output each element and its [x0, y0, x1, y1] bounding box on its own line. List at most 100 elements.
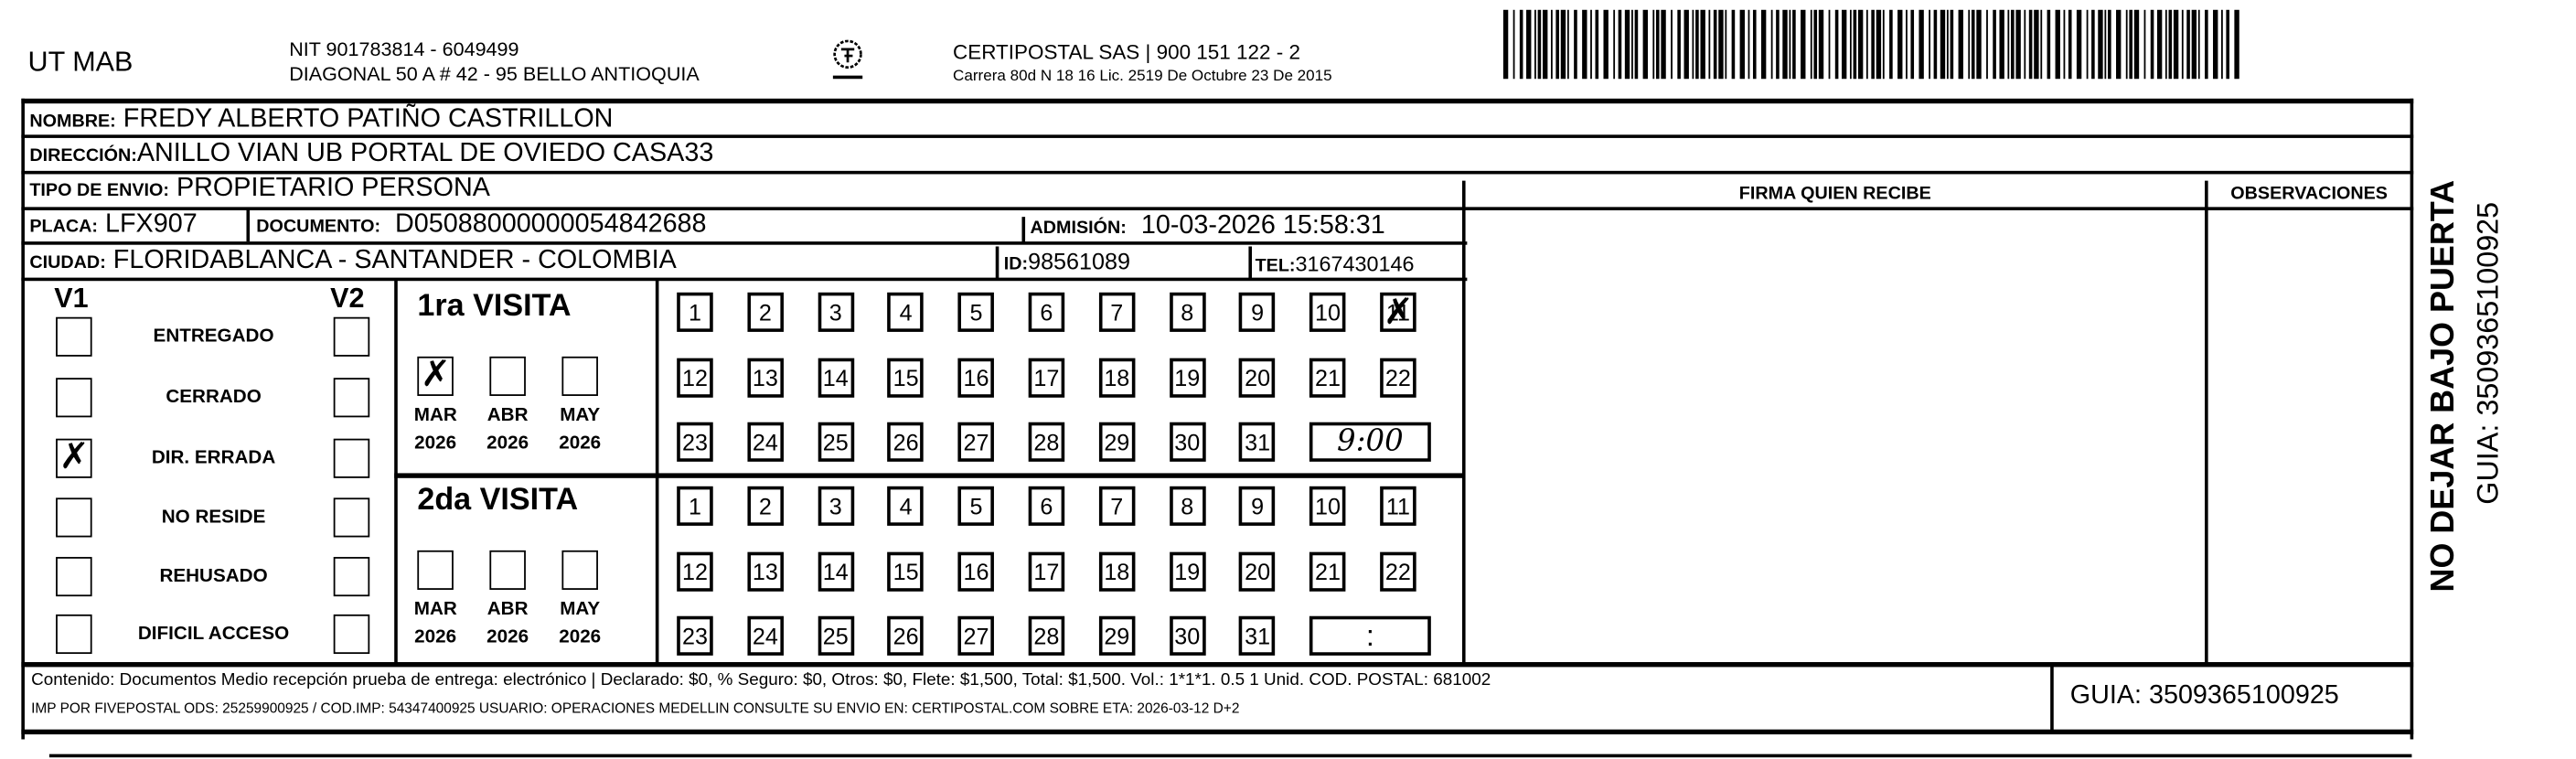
day-box-3[interactable]: 3	[817, 292, 854, 332]
barcode-bar	[1946, 9, 1949, 80]
month-checkbox[interactable]	[561, 550, 598, 590]
barcode-bar	[1543, 9, 1548, 80]
day-box-22[interactable]: 22	[1380, 551, 1416, 592]
day-box-23[interactable]: 23	[677, 615, 713, 656]
month-checkbox[interactable]	[561, 356, 598, 396]
checkbox-v1-3[interactable]	[56, 497, 92, 538]
barcode-bar	[1677, 9, 1681, 80]
day-box-16[interactable]: 16	[957, 551, 995, 592]
day-box-16[interactable]: 16	[957, 358, 995, 398]
day-box-24[interactable]: 24	[747, 615, 784, 656]
checkbox-v1-5[interactable]	[56, 614, 92, 655]
checkbox-v1-0[interactable]	[56, 316, 92, 357]
day-box-5[interactable]: 5	[957, 486, 995, 526]
day-box-9[interactable]: 9	[1239, 486, 1276, 526]
day-box-2[interactable]: 2	[747, 292, 784, 332]
day-box-6[interactable]: 6	[1028, 292, 1065, 332]
day-box-21[interactable]: 21	[1309, 551, 1346, 592]
day-box-25[interactable]: 25	[817, 422, 854, 462]
day-box-5[interactable]: 5	[957, 292, 995, 332]
day-box-20[interactable]: 20	[1239, 551, 1276, 592]
observaciones-header: OBSERVACIONES	[2230, 184, 2388, 204]
day-box-10[interactable]: 10	[1309, 292, 1346, 332]
day-box-10[interactable]: 10	[1309, 486, 1346, 526]
day-box-4[interactable]: 4	[887, 292, 925, 332]
divider	[21, 729, 2414, 735]
day-box-13[interactable]: 13	[747, 551, 784, 592]
day-box-8[interactable]: 8	[1169, 292, 1205, 332]
day-box-17[interactable]: 17	[1028, 358, 1065, 398]
barcode-bar	[1550, 9, 1553, 80]
day-box-21[interactable]: 21	[1309, 358, 1346, 398]
day-box-17[interactable]: 17	[1028, 551, 1065, 592]
checkbox-v2-1[interactable]	[333, 378, 370, 418]
month-checkbox[interactable]: ✗	[417, 355, 454, 396]
day-box-13[interactable]: 13	[747, 358, 784, 398]
barcode-bar	[1968, 9, 1971, 80]
firma-area[interactable]	[1466, 210, 2205, 660]
month-checkbox[interactable]	[489, 356, 526, 396]
day-box-11[interactable]: 11 ✗	[1380, 292, 1416, 332]
day-box-23[interactable]: 23	[677, 422, 713, 462]
day-box-15[interactable]: 15	[887, 551, 925, 592]
day-box-8[interactable]: 8	[1169, 486, 1205, 526]
month-checkbox[interactable]	[489, 550, 526, 590]
day-box-18[interactable]: 18	[1098, 551, 1136, 592]
day-box-29[interactable]: 29	[1098, 422, 1136, 462]
day-box-30[interactable]: 30	[1169, 422, 1205, 462]
day-box-27[interactable]: 27	[957, 615, 995, 656]
day-box-20[interactable]: 20	[1239, 358, 1276, 398]
day-box-3[interactable]: 3	[817, 486, 854, 526]
day-box-11[interactable]: 11	[1380, 486, 1416, 526]
day-box-7[interactable]: 7	[1098, 292, 1136, 332]
day-box-14[interactable]: 14	[817, 551, 854, 592]
day-box-6[interactable]: 6	[1028, 486, 1065, 526]
barcode-bar	[2191, 9, 2197, 80]
checkbox-v2-3[interactable]	[333, 497, 370, 538]
time-box[interactable]: :	[1309, 615, 1431, 656]
day-box-4[interactable]: 4	[887, 486, 925, 526]
day-box-1[interactable]: 1	[677, 292, 713, 332]
checkbox-v2-5[interactable]	[333, 614, 370, 655]
barcode-bar	[2197, 9, 2200, 80]
day-box-29[interactable]: 29	[1098, 615, 1136, 656]
day-box-27[interactable]: 27	[957, 422, 995, 462]
checkbox-v1-2[interactable]: ✗	[56, 438, 92, 478]
checkbox-v2-2[interactable]	[333, 438, 370, 478]
day-box-24[interactable]: 24	[747, 422, 784, 462]
day-box-26[interactable]: 26	[887, 615, 925, 656]
day-box-22[interactable]: 22	[1380, 358, 1416, 398]
barcode-bar	[2226, 9, 2229, 80]
observaciones-area[interactable]	[2208, 210, 2410, 660]
time-box[interactable]: 9:00	[1309, 422, 1431, 462]
day-box-15[interactable]: 15	[887, 358, 925, 398]
month-checkbox[interactable]	[417, 550, 454, 590]
day-box-2[interactable]: 2	[747, 486, 784, 526]
day-box-18[interactable]: 18	[1098, 358, 1136, 398]
day-box-19[interactable]: 19	[1169, 551, 1205, 592]
day-box-26[interactable]: 26	[887, 422, 925, 462]
check-mark-icon: ✗	[420, 355, 452, 396]
day-box-31[interactable]: 31	[1239, 422, 1276, 462]
barcode-bar	[2181, 9, 2184, 80]
day-box-14[interactable]: 14	[817, 358, 854, 398]
day-box-28[interactable]: 28	[1028, 615, 1065, 656]
day-box-19[interactable]: 19	[1169, 358, 1205, 398]
checkbox-v2-4[interactable]	[333, 557, 370, 597]
day-box-31[interactable]: 31	[1239, 615, 1276, 656]
barcode-bar	[1718, 9, 1724, 80]
day-box-28[interactable]: 28	[1028, 422, 1065, 462]
checkbox-v1-1[interactable]	[56, 378, 92, 418]
day-box-12[interactable]: 12	[677, 358, 713, 398]
day-box-25[interactable]: 25	[817, 615, 854, 656]
checkbox-v2-0[interactable]	[333, 316, 370, 357]
day-box-12[interactable]: 12	[677, 551, 713, 592]
barcode-bar	[2063, 9, 2066, 80]
day-box-1[interactable]: 1	[677, 486, 713, 526]
day-box-7[interactable]: 7	[1098, 486, 1136, 526]
day-box-9[interactable]: 9	[1239, 292, 1276, 332]
divider	[995, 246, 999, 280]
barcode-bar	[2068, 9, 2072, 80]
checkbox-v1-4[interactable]	[56, 557, 92, 597]
day-box-30[interactable]: 30	[1169, 615, 1205, 656]
